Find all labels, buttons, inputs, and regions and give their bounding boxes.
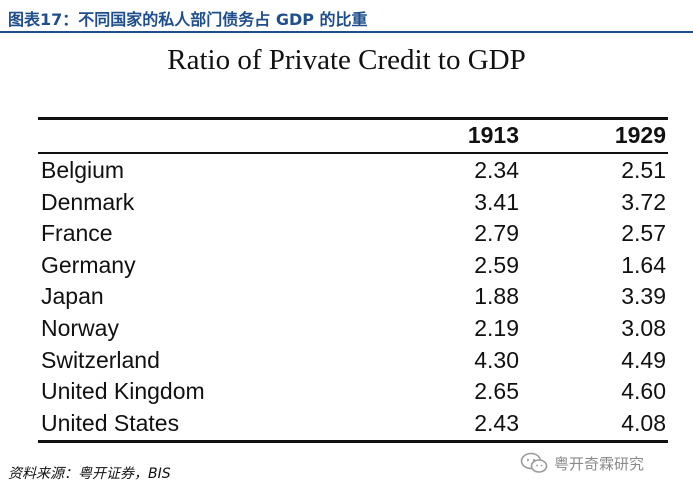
value-1929: 3.08 [621, 314, 666, 341]
value-1929: 4.60 [621, 378, 666, 405]
table-row: France 2.79 2.57 [38, 218, 668, 250]
country-name: Japan [41, 283, 104, 310]
table-title: Ratio of Private Credit to GDP [167, 44, 526, 76]
value-1913: 2.79 [474, 220, 519, 247]
watermark: 粤开奇霖研究 [520, 452, 644, 474]
table-header-rule [38, 152, 668, 154]
table-row: Japan 1.88 3.39 [38, 281, 668, 313]
table-top-rule [38, 117, 668, 120]
table-row: Denmark 3.41 3.72 [38, 187, 668, 219]
value-1913: 3.41 [474, 188, 519, 215]
country-name: United Kingdom [41, 378, 205, 405]
figure-caption: 图表17：不同国家的私人部门债务占 GDP 的比重 [8, 10, 368, 29]
value-1913: 2.43 [474, 409, 519, 436]
country-name: Norway [41, 314, 119, 341]
country-name: France [41, 220, 113, 247]
country-name: Denmark [41, 188, 135, 215]
value-1929: 2.51 [621, 157, 666, 183]
country-name: Switzerland [41, 346, 160, 373]
value-1913: 2.65 [474, 378, 519, 405]
value-1929: 2.57 [621, 220, 666, 247]
table-row: Germany 2.59 1.64 [38, 250, 668, 282]
value-1929: 3.39 [621, 283, 666, 310]
table-row: Belgium 2.34 2.51 [38, 155, 668, 187]
table-row: Norway 2.19 3.08 [38, 313, 668, 345]
country-name: United States [41, 409, 180, 436]
value-1913: 2.59 [474, 251, 519, 278]
source-note: 资料来源：粤开证券，BIS [8, 466, 171, 482]
table-bottom-rule [38, 440, 668, 443]
country-name: Belgium [41, 157, 125, 183]
value-1913: 2.34 [474, 157, 519, 183]
column-header-1913: 1913 [467, 122, 519, 148]
value-1913: 2.19 [474, 314, 519, 341]
table-row: Switzerland 4.30 4.49 [38, 345, 668, 377]
value-1913: 4.30 [474, 346, 519, 373]
value-1929: 3.72 [621, 188, 666, 215]
value-1929: 1.64 [621, 251, 666, 278]
watermark-text: 粤开奇霖研究 [554, 454, 645, 473]
country-name: Germany [41, 251, 136, 278]
caption-divider [0, 31, 693, 33]
value-1913: 1.88 [474, 283, 519, 310]
wechat-icon [520, 452, 548, 473]
value-1929: 4.08 [621, 409, 666, 436]
value-1929: 4.49 [621, 346, 666, 373]
table-body: Belgium 2.34 2.51 Denmark 3.41 3.72 Fran… [38, 155, 668, 439]
column-header-1929: 1929 [614, 122, 666, 148]
table-row: United States 2.43 4.08 [38, 408, 668, 440]
table-row: United Kingdom 2.65 4.60 [38, 376, 668, 408]
